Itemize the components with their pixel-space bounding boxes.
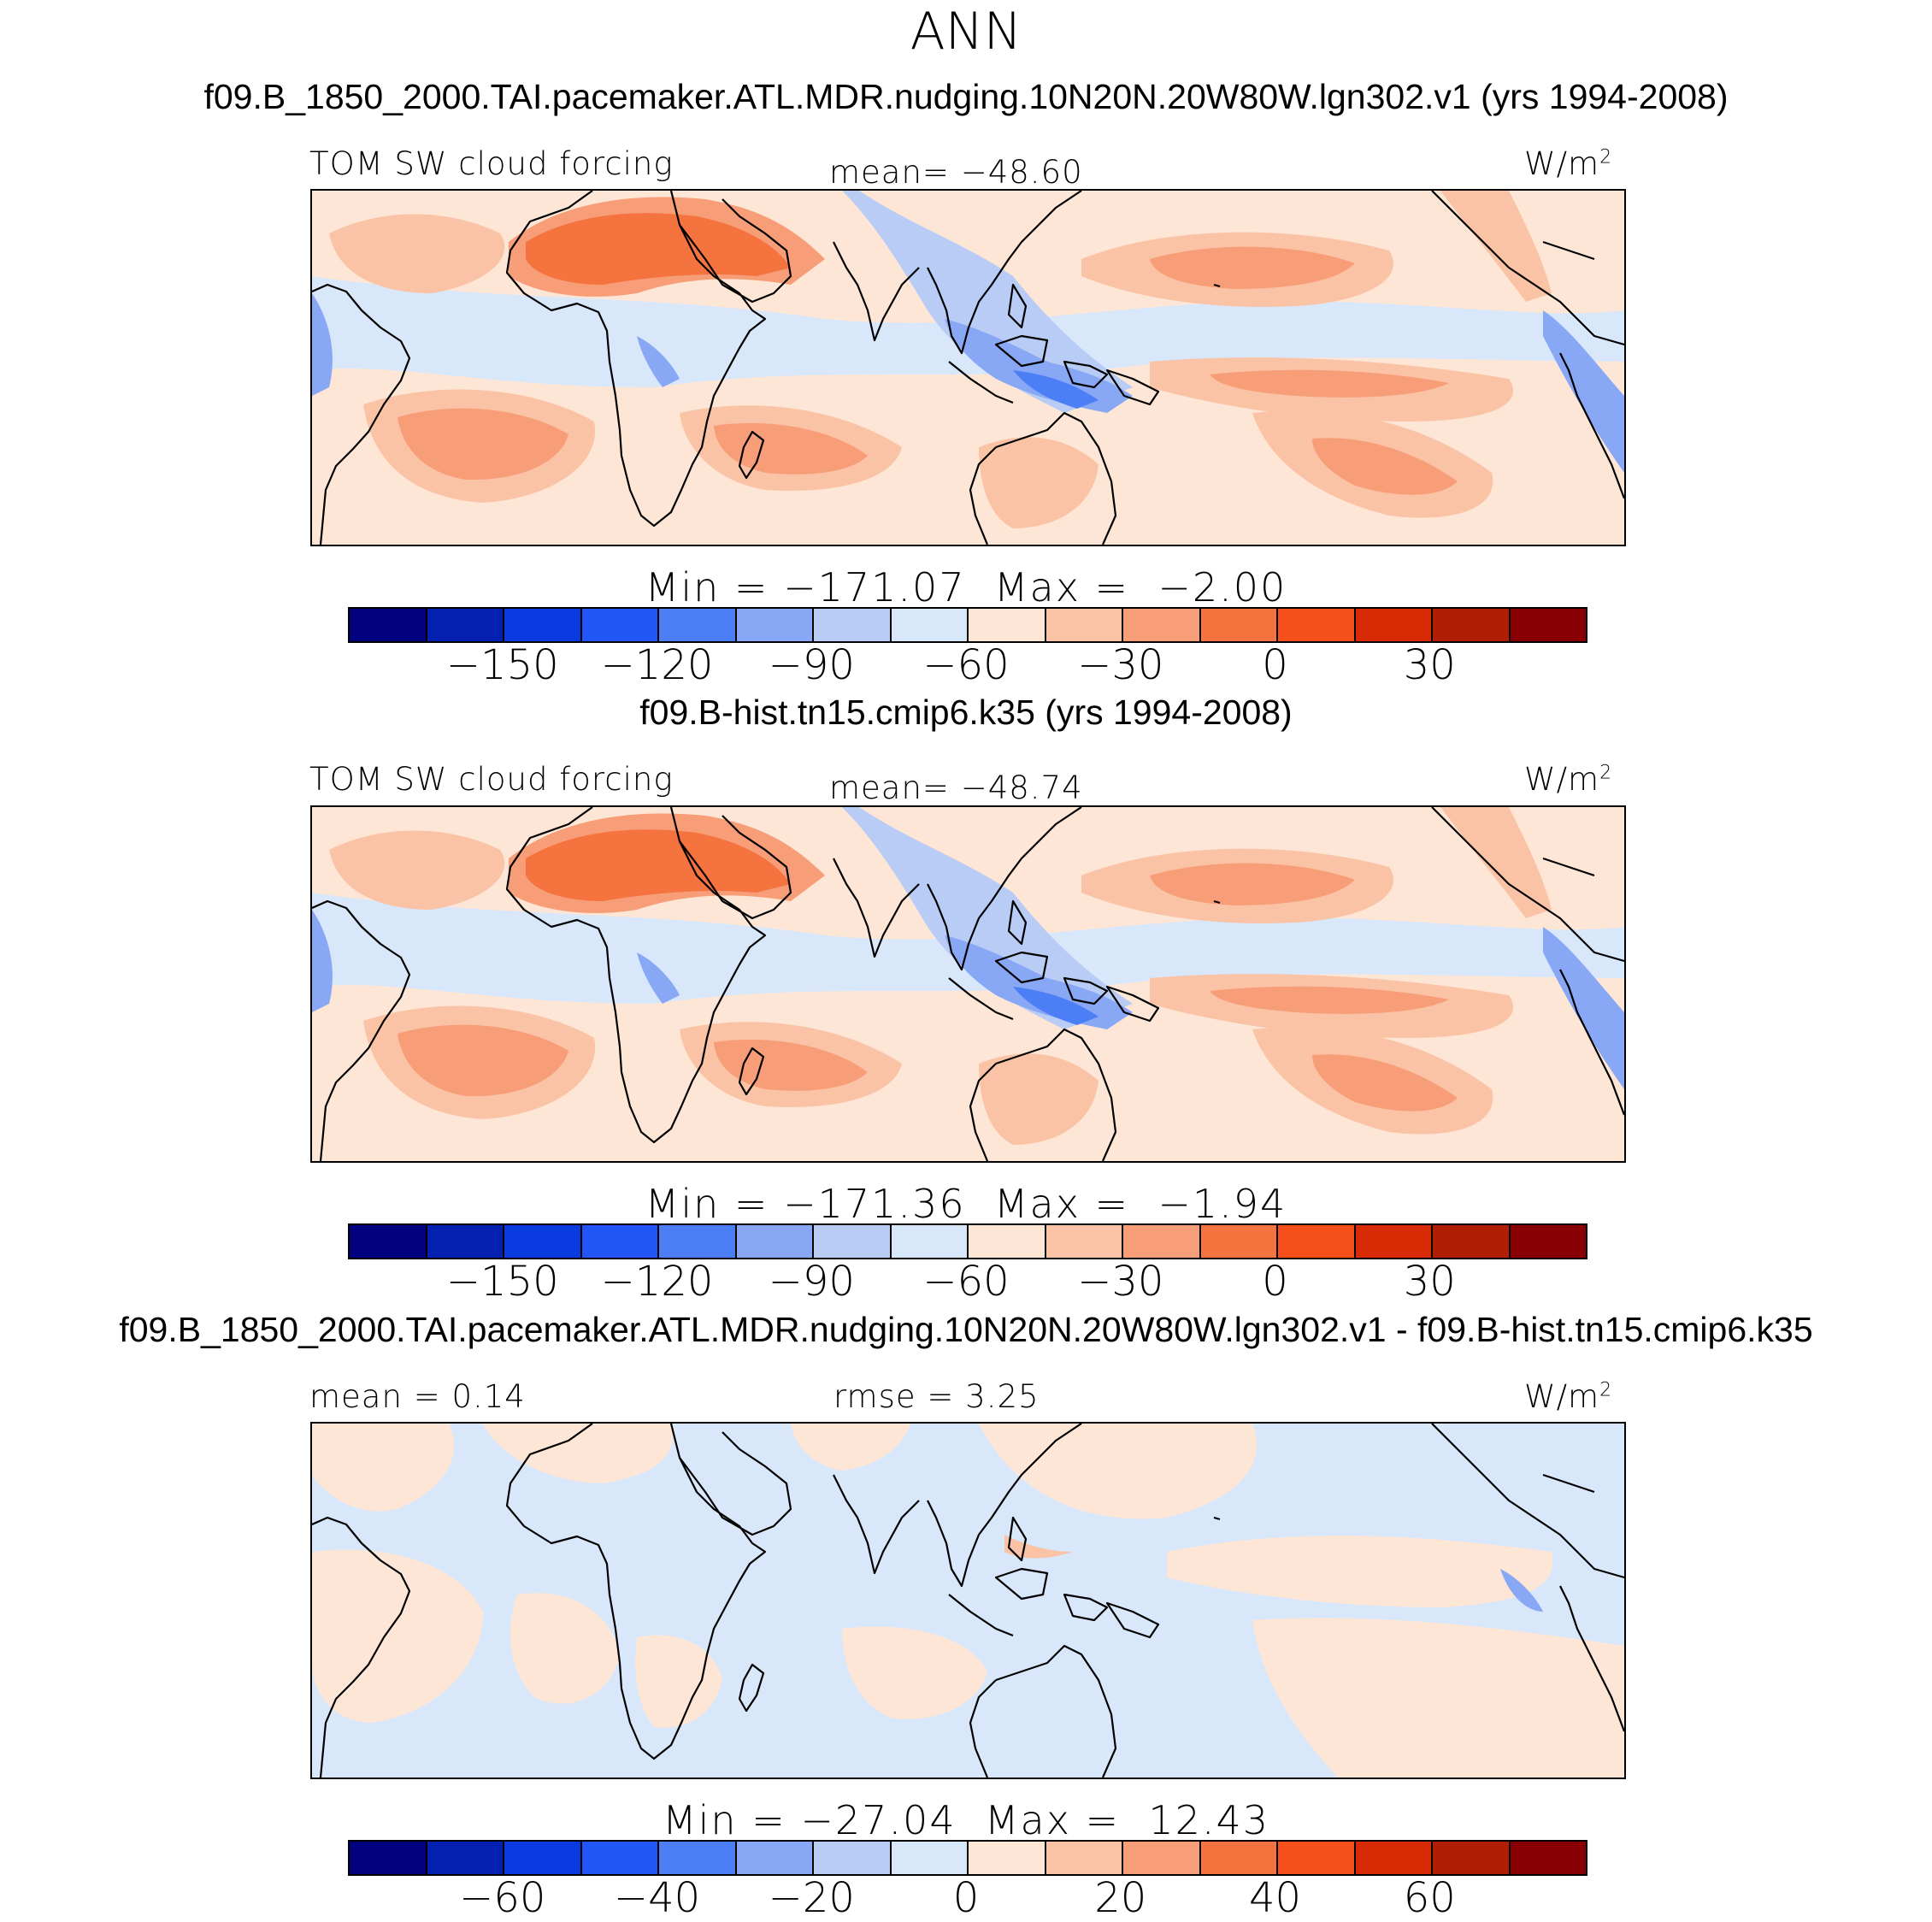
- colorbar-swatch: [891, 609, 969, 641]
- colorbar-swatch: [1355, 1842, 1433, 1874]
- colorbar-tick-label: 0: [1262, 1258, 1288, 1306]
- panel-2-min-max: Min = −171.36 Max = −1.94: [645, 1181, 1287, 1227]
- colorbar-tick-label: 60: [1403, 1874, 1456, 1922]
- map-plot: [312, 807, 1624, 1161]
- colorbar-swatch: [1046, 609, 1123, 641]
- colorbar-tick-label: −20: [768, 1874, 855, 1922]
- colorbar-swatch: [504, 609, 582, 641]
- colorbar-swatch: [427, 1225, 504, 1258]
- map-plot: [312, 191, 1624, 545]
- panel-3-colorbar: [348, 1840, 1587, 1876]
- colorbar-tick-label: −120: [600, 641, 714, 689]
- colorbar-tick-label: 0: [952, 1874, 980, 1922]
- colorbar-swatch: [1278, 609, 1356, 641]
- panel-2-map: [310, 805, 1626, 1163]
- colorbar-swatch: [581, 609, 659, 641]
- colorbar-swatch: [1123, 609, 1201, 641]
- figure-title: ANN: [910, 2, 1022, 62]
- colorbar-tick-label: −120: [600, 1258, 714, 1306]
- colorbar-swatch: [969, 1842, 1046, 1874]
- panel-3-mean-label: mean = 0.14: [309, 1378, 526, 1415]
- colorbar-tick-label: 20: [1094, 1874, 1147, 1922]
- colorbar-swatch: [891, 1225, 969, 1258]
- panel-3-rmse-label: rmse = 3.25: [833, 1378, 1040, 1415]
- panel-1-min-max: Min = −171.07 Max = −2.00: [645, 564, 1287, 610]
- colorbar-swatch: [581, 1842, 659, 1874]
- colorbar-tick-label: −150: [445, 1258, 559, 1306]
- panel-1-case-title: f09.B_1850_2000.TAI.pacemaker.ATL.MDR.nu…: [203, 77, 1729, 116]
- panel-3-case-title: f09.B_1850_2000.TAI.pacemaker.ATL.MDR.nu…: [119, 1310, 1813, 1349]
- panel-2-colorbar: [348, 1223, 1587, 1259]
- colorbar-swatch: [1355, 1225, 1433, 1258]
- colorbar-tick-label: 0: [1262, 641, 1288, 689]
- colorbar-tick-label: −60: [922, 641, 1010, 689]
- colorbar-swatch: [1200, 1842, 1278, 1874]
- colorbar-swatch: [814, 609, 892, 641]
- colorbar-swatch: [1278, 1842, 1356, 1874]
- colorbar-swatch: [814, 1842, 892, 1874]
- colorbar-swatch: [1433, 609, 1511, 641]
- colorbar-swatch: [350, 1225, 427, 1258]
- colorbar-swatch: [427, 609, 504, 641]
- colorbar-swatch: [1433, 1842, 1511, 1874]
- colorbar-swatch: [1355, 609, 1433, 641]
- colorbar-swatch: [350, 1842, 427, 1874]
- panel-1-variable-label: TOM SW cloud forcing: [309, 145, 674, 182]
- colorbar-swatch: [891, 1842, 969, 1874]
- colorbar-tick-label: −90: [768, 1258, 855, 1306]
- colorbar-tick-label: −60: [459, 1874, 546, 1922]
- colorbar-tick-label: −40: [613, 1874, 701, 1922]
- colorbar-swatch: [1200, 1225, 1278, 1258]
- panel-3-map: [310, 1422, 1626, 1779]
- colorbar-swatch: [1510, 1225, 1586, 1258]
- colorbar-swatch: [504, 1842, 582, 1874]
- colorbar-tick-label: −150: [445, 641, 559, 689]
- colorbar-swatch: [427, 1842, 504, 1874]
- colorbar-tick-label: 30: [1403, 1258, 1456, 1306]
- panel-2-variable-label: TOM SW cloud forcing: [309, 761, 674, 798]
- colorbar-swatch: [969, 1225, 1046, 1258]
- panel-2-case-title: f09.B-hist.tn15.cmip6.k35 (yrs 1994-2008…: [639, 693, 1293, 732]
- colorbar-swatch: [1510, 609, 1586, 641]
- colorbar-swatch: [659, 1225, 737, 1258]
- colorbar-swatch: [1123, 1842, 1201, 1874]
- colorbar-swatch: [659, 1842, 737, 1874]
- colorbar-tick-label: 30: [1403, 641, 1456, 689]
- panel-1-units: W/m2: [1524, 145, 1613, 182]
- colorbar-tick-label: 40: [1248, 1874, 1302, 1922]
- colorbar-swatch: [969, 609, 1046, 641]
- colorbar-swatch: [581, 1225, 659, 1258]
- colorbar-swatch: [1510, 1842, 1586, 1874]
- panel-3-colorbar-ticks: −60 −40 −20 0 20 40 60: [348, 1874, 1584, 1922]
- colorbar-swatch: [1433, 1225, 1511, 1258]
- panel-1-map: [310, 189, 1626, 546]
- colorbar-swatch: [736, 609, 814, 641]
- panel-1-mean-label: mean= −48.60: [829, 154, 1083, 191]
- panel-1-colorbar: [348, 607, 1587, 643]
- colorbar-tick-label: −30: [1077, 641, 1164, 689]
- panel-2-colorbar-ticks: −150 −120 −90 −60 −30 0 30: [348, 1258, 1584, 1306]
- colorbar-swatch: [1046, 1842, 1123, 1874]
- map-plot: [312, 1424, 1624, 1778]
- colorbar-swatch: [814, 1225, 892, 1258]
- panel-2-units: W/m2: [1524, 761, 1613, 798]
- colorbar-swatch: [1123, 1225, 1201, 1258]
- panel-3-units: W/m2: [1524, 1378, 1613, 1415]
- panel-1-colorbar-ticks: −150 −120 −90 −60 −30 0 30: [348, 641, 1584, 689]
- colorbar-swatch: [1046, 1225, 1123, 1258]
- colorbar-swatch: [504, 1225, 582, 1258]
- colorbar-swatch: [736, 1225, 814, 1258]
- colorbar-tick-label: −30: [1077, 1258, 1164, 1306]
- colorbar-tick-label: −60: [922, 1258, 1010, 1306]
- panel-3-min-max: Min = −27.04 Max = 12.43: [662, 1797, 1270, 1843]
- panel-2-mean-label: mean= −48.74: [829, 769, 1083, 806]
- colorbar-swatch: [736, 1842, 814, 1874]
- colorbar-tick-label: −90: [768, 641, 855, 689]
- colorbar-swatch: [659, 609, 737, 641]
- colorbar-swatch: [1278, 1225, 1356, 1258]
- colorbar-swatch: [350, 609, 427, 641]
- colorbar-swatch: [1200, 609, 1278, 641]
